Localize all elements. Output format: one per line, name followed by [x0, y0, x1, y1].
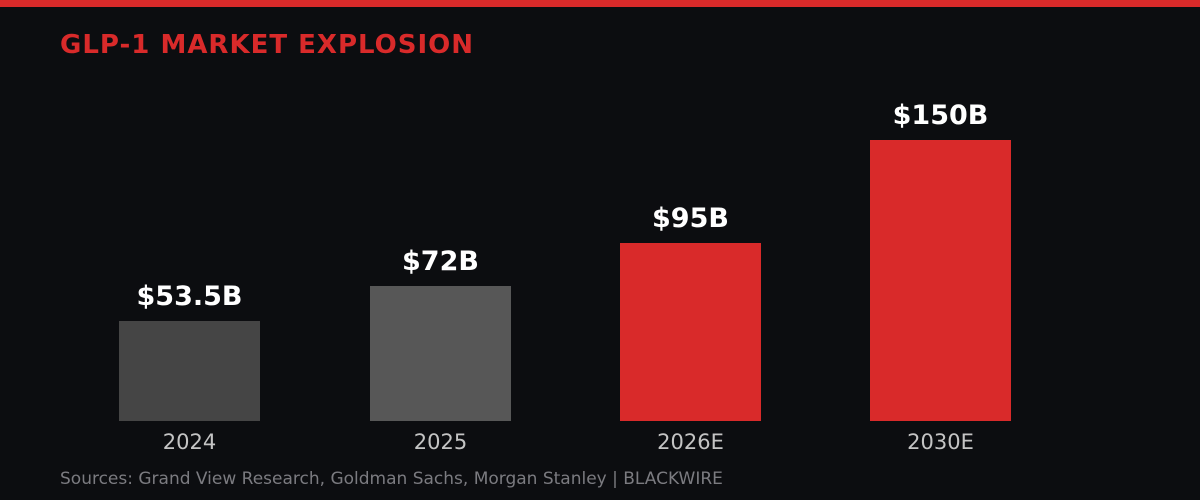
bar-2026e	[620, 243, 761, 421]
bar-2030e	[870, 140, 1011, 421]
x-tick-label: 2026E	[657, 430, 724, 454]
bar-value-label: $53.5B	[136, 280, 243, 312]
bar-group-2030e: $150B 2030E	[870, 99, 1011, 454]
bar-group-2026e: $95B 2026E	[620, 202, 761, 454]
x-tick-label: 2030E	[907, 430, 974, 454]
x-tick-label: 2025	[413, 430, 468, 454]
bar-group-2024: $53.5B 2024	[119, 280, 260, 454]
bar-value-label: $95B	[652, 202, 729, 234]
top-accent-bar	[0, 0, 1200, 7]
x-tick-label: 2024	[162, 430, 217, 454]
sources-caption: Sources: Grand View Research, Goldman Sa…	[60, 469, 723, 489]
bar-2025	[370, 286, 511, 421]
bar-group-2025: $72B 2025	[370, 245, 511, 454]
bar-value-label: $150B	[892, 99, 989, 131]
bar-value-label: $72B	[402, 245, 479, 277]
bar-2024	[119, 321, 260, 421]
page-title: GLP-1 MARKET EXPLOSION	[60, 30, 475, 60]
